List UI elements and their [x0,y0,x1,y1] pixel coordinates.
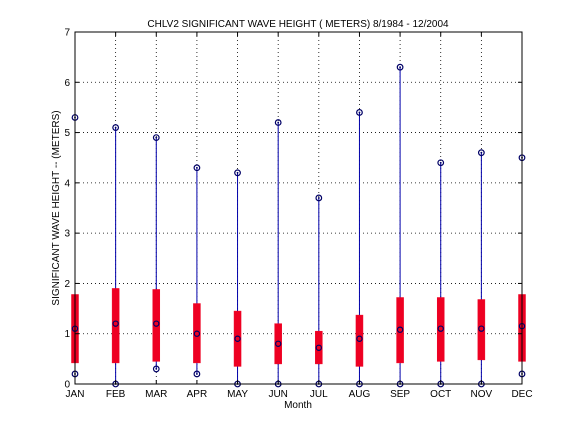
x-tick-label: AUG [349,389,371,400]
median-marker [478,325,485,332]
x-tick-label: JAN [66,389,85,400]
max-marker-dot [155,136,158,139]
y-tick-label: 5 [64,128,70,139]
x-tick-label: APR [187,389,208,400]
median-marker [234,335,241,342]
min-marker [152,365,160,373]
x-tick-label: FEB [106,389,126,400]
x-tick-label: NOV [471,389,493,400]
max-marker [315,194,323,202]
max-marker-dot [399,66,401,69]
max-marker-dot [480,151,483,154]
y-tick-label: 4 [64,178,70,189]
iqr-box [396,297,404,364]
max-marker [477,149,485,157]
x-axis-label: Month [284,400,312,411]
y-tick-label: 0 [64,380,70,391]
median-marker [274,340,282,347]
median-marker [193,330,201,337]
max-marker-dot [358,111,361,114]
chart-title: CHLV2 SIGNIFICANT WAVE HEIGHT ( METERS) … [147,19,449,30]
median-marker [153,320,160,327]
max-marker [437,159,445,167]
max-marker-dot [277,121,280,124]
y-tick-label: 2 [64,279,70,290]
plot-background [75,32,522,384]
max-marker [396,63,404,71]
x-tick-label: JUN [268,389,287,400]
median-marker [437,325,444,332]
median-marker [112,320,119,327]
iqr-box [193,303,201,364]
x-tick-label: DEC [511,389,532,400]
min-marker-dot [155,368,158,370]
iqr-box [315,330,323,365]
y-axis-label: SIGNIFICANT WAVE HEIGHT -- (METERS) [51,110,62,305]
y-tick-label: 7 [64,28,70,39]
x-tick-label: SEP [390,389,410,400]
max-marker [274,119,282,126]
max-marker-dot [236,171,239,174]
y-tick-label: 3 [64,229,70,240]
iqr-box [477,299,486,361]
max-marker [193,164,201,172]
x-tick-label: OCT [430,389,451,400]
y-tick-label: 6 [64,78,70,89]
max-marker-dot [317,197,320,199]
iqr-box [233,310,242,367]
max-marker [112,124,120,131]
max-marker [234,169,241,177]
max-marker-dot [114,126,117,129]
max-marker-dot [196,166,198,169]
min-marker [193,370,201,378]
median-marker [315,344,323,351]
x-tick-label: MAY [227,389,248,400]
x-tick-label: MAR [145,389,167,400]
max-marker [356,109,363,116]
axes: 0 1 2 3 4 5 6 7 JAN FEB MAR APR MAY JUN JUL AUG SEP OCT NO… [64,28,532,401]
median-marker [396,326,404,333]
y-tick-label: 1 [64,329,70,340]
iqr-box [152,289,161,362]
plot-frame [74,31,523,385]
min-marker-dot [196,373,198,375]
iqr-box [274,323,282,365]
max-marker [152,134,160,142]
iqr-box [436,297,445,362]
max-marker-dot [439,161,442,164]
x-tick-label: JUL [310,389,328,400]
median-marker [356,335,363,342]
